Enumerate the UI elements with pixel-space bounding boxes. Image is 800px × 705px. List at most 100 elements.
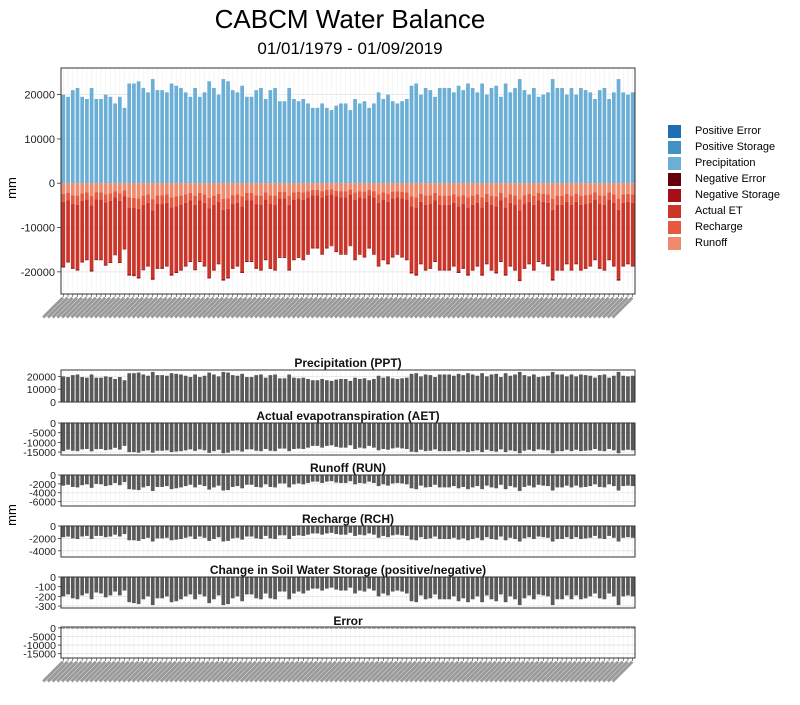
facet-bar [287, 423, 291, 451]
facet-bar [433, 577, 437, 594]
facet-bar [104, 526, 108, 537]
facet-bar [546, 577, 550, 596]
facet-bar [574, 577, 578, 595]
facet-bar [90, 423, 94, 451]
bar-negative-storage [146, 265, 150, 266]
bar-recharge [113, 191, 117, 197]
bar-actual-et [278, 198, 282, 256]
facet-bar [372, 379, 376, 402]
facet-bar [565, 628, 569, 629]
facet-bar [386, 628, 390, 629]
facet-bar [527, 526, 531, 537]
bar-recharge [236, 194, 240, 202]
bar-runoff [301, 183, 305, 192]
facet-bar [353, 526, 357, 536]
facet-bar [461, 526, 465, 538]
facet-bar [90, 628, 94, 629]
bar-precipitation [560, 88, 564, 183]
facet-bar [485, 376, 489, 402]
bar-precipitation [532, 88, 536, 183]
facet-bar [353, 423, 357, 449]
facet-bar [480, 628, 484, 629]
facet-bar [254, 423, 258, 451]
facet-bar [626, 423, 630, 450]
facet-bar [146, 628, 150, 629]
bar-recharge [532, 196, 536, 205]
facet-bar [457, 475, 461, 488]
facet-bar [410, 577, 414, 601]
bar-recharge [414, 197, 418, 207]
bar-recharge [560, 196, 564, 205]
facet-bar [358, 628, 362, 629]
facet-bar [264, 378, 268, 402]
facet-bar [565, 475, 569, 486]
facet-bar [174, 628, 178, 629]
bar-recharge [372, 191, 376, 197]
bar-runoff [283, 183, 287, 191]
facet-bar [400, 423, 404, 448]
facet-bar [76, 374, 80, 402]
bar-actual-et [264, 200, 268, 259]
facet-bar [71, 475, 75, 487]
facet-bar [118, 423, 122, 450]
bar-runoff [438, 183, 442, 195]
facet-bar [113, 423, 117, 448]
facet-bar [344, 475, 348, 483]
facet-bar [212, 475, 216, 487]
facet-bar [184, 526, 188, 538]
facet-bar [532, 628, 536, 629]
facet-bar [476, 526, 480, 538]
facet-bar [99, 423, 103, 449]
bar-recharge [617, 199, 621, 210]
facet-bar [419, 628, 423, 629]
bar-recharge [141, 196, 145, 205]
bar-negative-storage [109, 262, 113, 263]
facet-bar [203, 423, 207, 450]
facet-bar [113, 379, 117, 402]
facet-bar [151, 475, 155, 491]
facet-bar [325, 380, 329, 402]
bar-runoff [62, 183, 66, 194]
facet-bar [461, 577, 465, 598]
facet-bar [518, 577, 522, 605]
bar-negative-storage [560, 269, 564, 270]
facet-bar [297, 526, 301, 535]
facet-y-tick-label: -4000 [29, 546, 56, 558]
bar-runoff [132, 183, 136, 198]
facet-bar [532, 577, 536, 599]
facet-bar [447, 628, 451, 629]
facet-bar [471, 526, 475, 539]
facet-bar [607, 577, 611, 593]
bar-precipitation [626, 95, 630, 184]
bar-recharge [71, 195, 75, 204]
bar-precipitation [278, 101, 282, 183]
bar-runoff [94, 183, 98, 192]
facet-bar [250, 577, 254, 594]
facet-bar [513, 577, 517, 599]
bar-precipitation [518, 79, 522, 183]
bar-runoff [71, 183, 75, 195]
facet-bar [334, 423, 338, 447]
legend-item: Negative Error [668, 171, 780, 187]
bar-runoff [109, 183, 113, 193]
facet-bar [62, 376, 66, 402]
bar-recharge [118, 193, 122, 201]
bar-recharge [396, 191, 400, 197]
bar-negative-storage [443, 269, 447, 270]
bar-actual-et [532, 205, 536, 269]
facet-bar [231, 423, 235, 451]
bar-recharge [165, 194, 169, 202]
facet-bar [621, 628, 625, 629]
bar-negative-storage [71, 267, 75, 268]
facet-bar [170, 475, 174, 489]
bar-precipitation [537, 97, 541, 183]
bar-negative-storage [283, 257, 287, 258]
bar-actual-et [71, 204, 75, 267]
bar-negative-storage [461, 267, 465, 268]
bar-runoff [494, 183, 498, 196]
facet-bar [198, 628, 202, 629]
bar-precipitation [217, 95, 221, 184]
facet-bar [438, 475, 442, 487]
facet-bar [499, 577, 503, 594]
facet-bar [452, 577, 456, 596]
